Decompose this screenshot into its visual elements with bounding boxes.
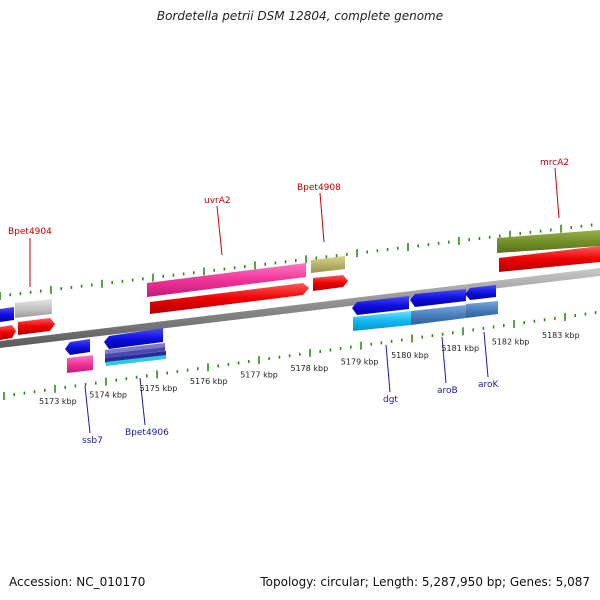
gene-arrow: [465, 285, 496, 300]
scale-label: 5174 kbp: [89, 390, 127, 399]
gene-arrow: [67, 355, 93, 373]
gene-arrow: [105, 347, 165, 358]
gene-label-dgt: dgt: [383, 395, 398, 405]
scale-label: 5180 kbp: [391, 351, 429, 360]
gene-arrow: [466, 301, 498, 318]
gene-arrow: [352, 296, 409, 315]
gene-arrow: [411, 305, 466, 325]
scale-label: 5177 kbp: [240, 371, 278, 380]
scale-label: 5176 kbp: [190, 377, 228, 386]
gene-arrow: [105, 343, 165, 354]
gene-label-mrca2: mrcA2: [540, 158, 569, 168]
gene-arrow: [65, 339, 90, 355]
scale-label: 5183 kbp: [542, 331, 580, 340]
gene-arrow: [0, 307, 14, 322]
gene-arrow: [106, 355, 166, 366]
topology-label: Topology: circular; Length: 5,287,950 bp…: [260, 575, 590, 589]
gene-arrow: [18, 318, 55, 335]
gene-label-arob: aroB: [437, 386, 458, 396]
scale-label: 5178 kbp: [291, 364, 329, 373]
gene-arrow: [105, 351, 166, 363]
gene-arrow: [0, 325, 16, 340]
leader-line: [385, 344, 391, 393]
gene-arrow: [499, 246, 600, 272]
scale-label: 5173 kbp: [39, 397, 77, 406]
gene-arrow: [104, 328, 163, 349]
gene-label-ssb7: ssb7: [82, 436, 103, 446]
upper-tick-track: [0, 223, 593, 300]
genome-backbone: [0, 268, 600, 348]
leader-line: [483, 331, 489, 378]
gene-arrow: [497, 230, 600, 253]
scale-label: 5175 kbp: [140, 384, 178, 393]
leader-line: [139, 377, 146, 426]
gene-arrow: [353, 311, 411, 331]
gene-label-bpet4904: Bpet4904: [8, 227, 52, 237]
figure-title: Bordetella petrii DSM 12804, complete ge…: [156, 9, 444, 23]
gene-arrow: [150, 283, 309, 314]
gene-label-uvra2: uvrA2: [204, 196, 231, 206]
gene-label-bpet4906: Bpet4906: [125, 428, 169, 438]
gene-label-arok: aroK: [478, 380, 500, 390]
gene-arrow: [311, 256, 345, 273]
gene-arrow: [313, 275, 348, 291]
lower-tick-track: [3, 311, 597, 400]
leader-line: [84, 385, 91, 434]
leader-line: [554, 167, 560, 219]
scale-label: 5181 kbp: [441, 344, 479, 353]
gene-arrow: [15, 299, 52, 318]
scale-label: 5182 kbp: [492, 338, 530, 347]
gene-label-bpet4908: Bpet4908: [297, 183, 341, 193]
scale-labels: 5173 kbp 5174 kbp 5175 kbp 5176 kbp 5177 kbp…: [39, 331, 580, 406]
leader-line: [319, 192, 325, 243]
gene-arrow: [410, 289, 466, 307]
leader-line: [441, 336, 447, 384]
leader-line: [216, 205, 223, 256]
gene-arrow: [147, 263, 306, 297]
scale-label: 5179 kbp: [341, 357, 379, 366]
accession-label: Accession: NC_010170: [9, 575, 146, 589]
